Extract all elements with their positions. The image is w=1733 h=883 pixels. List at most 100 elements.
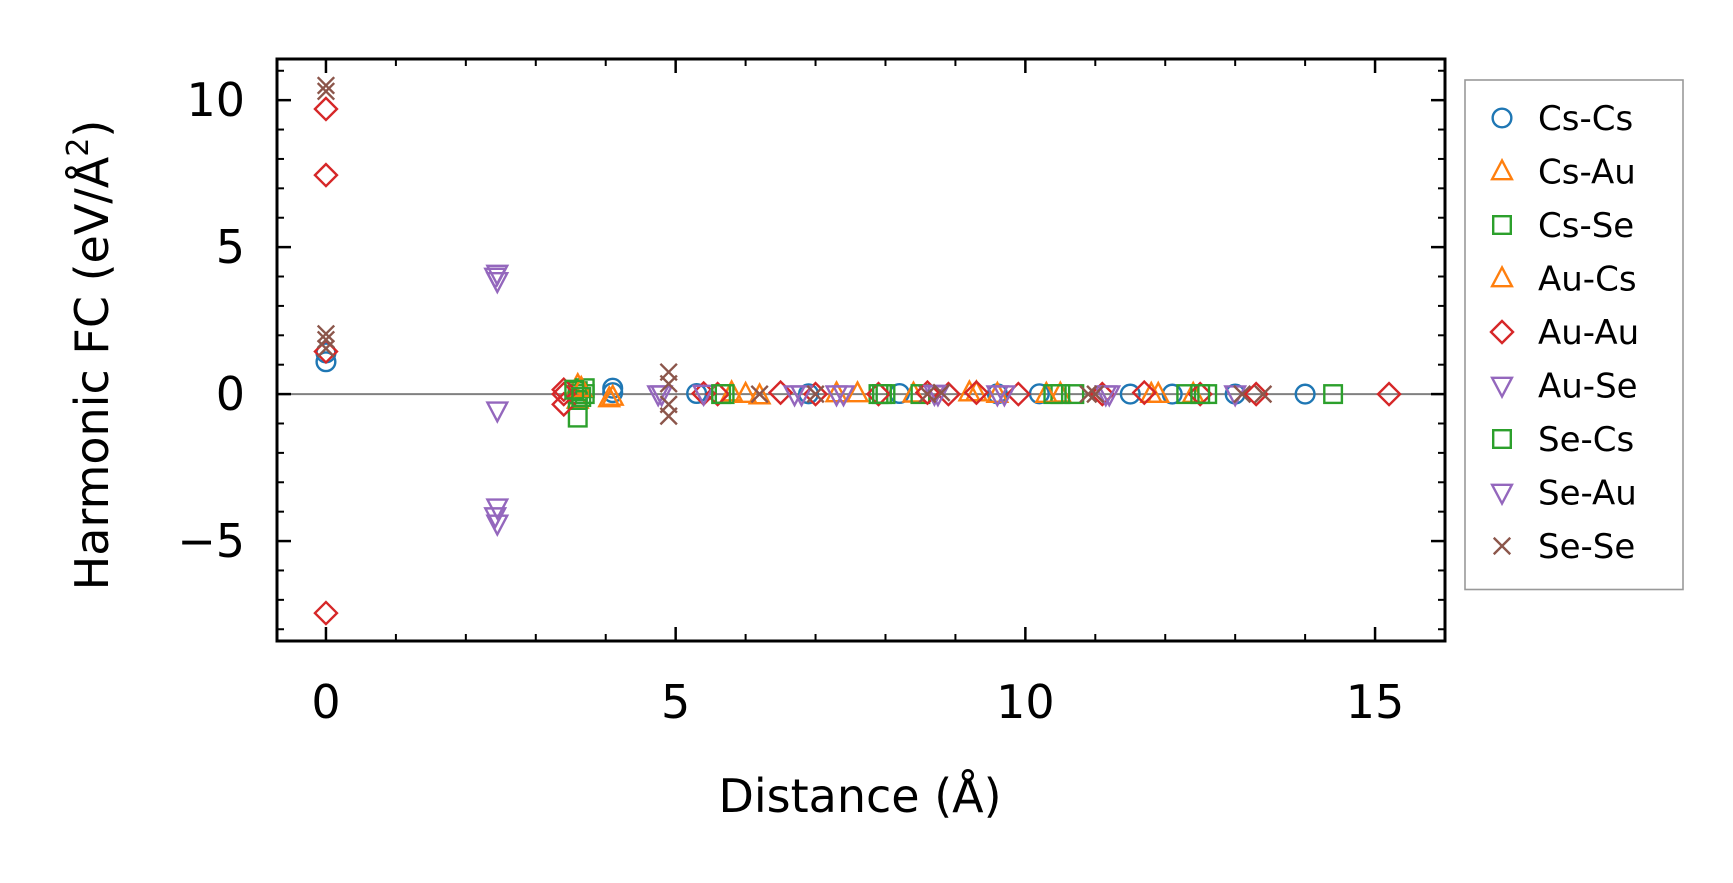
series-au-cs bbox=[569, 374, 1171, 408]
data-point bbox=[1093, 385, 1118, 408]
data-point bbox=[1079, 384, 1098, 404]
legend-label: Au-Cs bbox=[1538, 260, 1637, 300]
data-point bbox=[1139, 380, 1164, 403]
data-point bbox=[992, 385, 1017, 408]
series-se-au bbox=[483, 267, 1118, 530]
data-point bbox=[1043, 384, 1064, 405]
data-point bbox=[551, 391, 577, 418]
data-point bbox=[963, 379, 990, 406]
data-point bbox=[733, 380, 758, 403]
y-tick-label: 0 bbox=[216, 367, 245, 421]
data-point bbox=[483, 267, 508, 291]
y-axis-label: Harmonic FC (eV/Å2) bbox=[61, 120, 119, 591]
data-point bbox=[316, 76, 336, 95]
data-point bbox=[1233, 384, 1252, 404]
x-tick-label: 5 bbox=[661, 675, 690, 729]
data-point bbox=[1176, 384, 1197, 405]
data-point bbox=[1064, 384, 1085, 405]
data-point bbox=[571, 387, 592, 408]
y-tick-label: 10 bbox=[186, 73, 245, 127]
legend-label: Au-Se bbox=[1538, 367, 1638, 407]
data-point bbox=[1254, 384, 1273, 404]
legend-label: Cs-Cs bbox=[1538, 99, 1633, 139]
data-point bbox=[767, 379, 794, 406]
legend-label: Se-Au bbox=[1538, 474, 1637, 514]
data-point bbox=[1119, 383, 1141, 405]
y-tick-label: −5 bbox=[177, 514, 245, 568]
data-point bbox=[824, 379, 849, 403]
data-point bbox=[782, 385, 807, 408]
data-point bbox=[316, 82, 336, 101]
legend-label: Se-Se bbox=[1538, 527, 1635, 567]
data-point bbox=[871, 384, 892, 405]
data-point bbox=[1243, 381, 1269, 407]
data-point bbox=[1086, 384, 1105, 404]
data-point bbox=[1146, 380, 1171, 403]
legend-marker bbox=[1490, 157, 1514, 181]
data-point bbox=[1187, 381, 1213, 407]
y-tick-label: 5 bbox=[216, 220, 245, 274]
data-point bbox=[600, 383, 625, 406]
data-point bbox=[597, 384, 622, 408]
data-point bbox=[485, 401, 510, 424]
legend-label: Se-Cs bbox=[1538, 420, 1634, 460]
data-point bbox=[659, 407, 678, 426]
data-point bbox=[551, 381, 577, 407]
data-point bbox=[1089, 381, 1115, 407]
data-point bbox=[569, 374, 594, 398]
data-point bbox=[1294, 383, 1316, 405]
data-point bbox=[711, 384, 732, 405]
data-point bbox=[315, 351, 337, 373]
data-point bbox=[316, 330, 336, 349]
data-point bbox=[1323, 384, 1344, 405]
legend: Cs-Cs Cs-Au Cs-Se Au-Cs Au-Au Au-Se Se-Cs Se-Au… bbox=[1464, 79, 1684, 591]
series-se-se bbox=[316, 76, 1273, 426]
legend-marker bbox=[1490, 264, 1514, 288]
data-point bbox=[313, 600, 339, 626]
series-se-cs bbox=[564, 379, 1211, 408]
data-point bbox=[914, 379, 941, 406]
legend-label: Cs-Se bbox=[1538, 206, 1634, 246]
plot-frame bbox=[275, 57, 1447, 643]
data-point bbox=[485, 514, 510, 537]
data-point bbox=[564, 379, 585, 400]
data-point bbox=[1190, 384, 1211, 405]
data-point bbox=[1376, 381, 1402, 407]
data-point bbox=[750, 384, 769, 404]
data-point bbox=[845, 379, 870, 403]
legend-label: Au-Au bbox=[1538, 313, 1639, 353]
legend-marker bbox=[1489, 319, 1515, 345]
x-tick-label: 15 bbox=[1346, 675, 1405, 729]
legend-marker bbox=[1490, 376, 1514, 400]
legend-marker bbox=[1490, 483, 1514, 507]
data-point bbox=[316, 324, 336, 343]
data-point bbox=[659, 374, 678, 393]
x-tick-label: 0 bbox=[311, 675, 340, 729]
data-point bbox=[985, 380, 1010, 403]
axes: 0 5 10 15 −5 0 5 10 bbox=[177, 57, 1447, 729]
data-point bbox=[567, 407, 588, 428]
series-au-au bbox=[313, 96, 1402, 626]
data-point bbox=[1131, 379, 1157, 406]
data-point bbox=[691, 384, 716, 408]
data-point bbox=[932, 383, 951, 402]
data-point bbox=[602, 382, 624, 404]
legend-marker bbox=[1491, 107, 1513, 129]
plot-area bbox=[277, 76, 1445, 626]
data-point bbox=[806, 384, 825, 404]
data-point bbox=[313, 96, 339, 122]
legend-marker bbox=[1491, 214, 1512, 235]
data-point bbox=[316, 339, 336, 358]
legend-label: Cs-Au bbox=[1538, 153, 1636, 193]
data-point bbox=[865, 381, 892, 407]
x-axis-label: Distance (Å) bbox=[718, 769, 1001, 823]
x-tick-label: 10 bbox=[996, 675, 1055, 729]
data-point bbox=[313, 162, 339, 188]
data-point bbox=[649, 385, 674, 408]
data-point bbox=[483, 507, 508, 530]
data-point bbox=[747, 381, 772, 405]
data-point bbox=[824, 385, 849, 408]
data-point bbox=[964, 379, 989, 402]
legend-marker bbox=[1492, 536, 1512, 556]
